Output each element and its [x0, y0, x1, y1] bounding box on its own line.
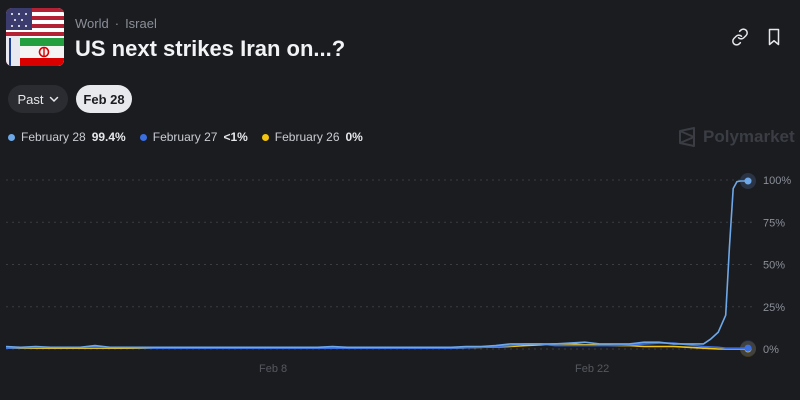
chevron-down-icon [49, 96, 58, 103]
polymarket-wordmark: Polymarket [703, 127, 795, 146]
legend-swatch [8, 133, 15, 141]
chart-legend: February 28 99.4% February 27 <1% February 2… [8, 130, 377, 144]
breadcrumb-israel[interactable]: Israel [125, 16, 157, 31]
copy-link-button[interactable] [729, 26, 751, 48]
y-tick-label: 75% [763, 217, 785, 229]
market-thumbnail [6, 8, 64, 66]
polymarket-logo-icon [679, 127, 695, 147]
date-filter-feb-28[interactable]: Feb 28 [76, 85, 132, 113]
legend-swatch [139, 133, 147, 141]
legend-label: February 26 [274, 130, 340, 144]
legend-label: February 27 [152, 130, 218, 144]
legend-item[interactable]: February 26 0% [261, 130, 363, 144]
x-tick-label: Feb 8 [259, 363, 287, 375]
y-tick-label: 50% [763, 260, 785, 272]
legend-item[interactable]: February 27 <1% [139, 130, 248, 144]
legend-value: 99.4% [91, 130, 126, 144]
us-israel-iran-flags-image [6, 8, 64, 66]
legend-item[interactable]: February 28 99.4% [8, 130, 126, 144]
past-filter-dropdown[interactable]: Past [8, 85, 68, 113]
legend-value: <1% [223, 130, 248, 144]
breadcrumb: World · Israel [75, 16, 157, 31]
series-line [5, 180, 748, 349]
link-icon [732, 28, 748, 46]
y-tick-label: 25% [763, 302, 785, 314]
past-filter-label: Past [17, 91, 44, 107]
polymarket-watermark: Polymarket [678, 127, 795, 147]
breadcrumb-separator: · [114, 16, 120, 31]
legend-swatch [261, 133, 269, 141]
x-tick-label: Feb 22 [575, 363, 609, 375]
y-tick-label: 0% [763, 344, 779, 356]
breadcrumb-world[interactable]: World [75, 16, 109, 31]
series-endpoint [744, 177, 752, 185]
bookmark-button[interactable] [763, 26, 785, 48]
y-tick-label: 100% [763, 175, 791, 187]
series-endpoint [744, 344, 752, 352]
market-title: US next strikes Iran on...? [75, 36, 346, 61]
bookmark-icon [768, 28, 780, 46]
legend-label: February 28 [21, 130, 86, 144]
legend-value: 0% [345, 130, 363, 144]
